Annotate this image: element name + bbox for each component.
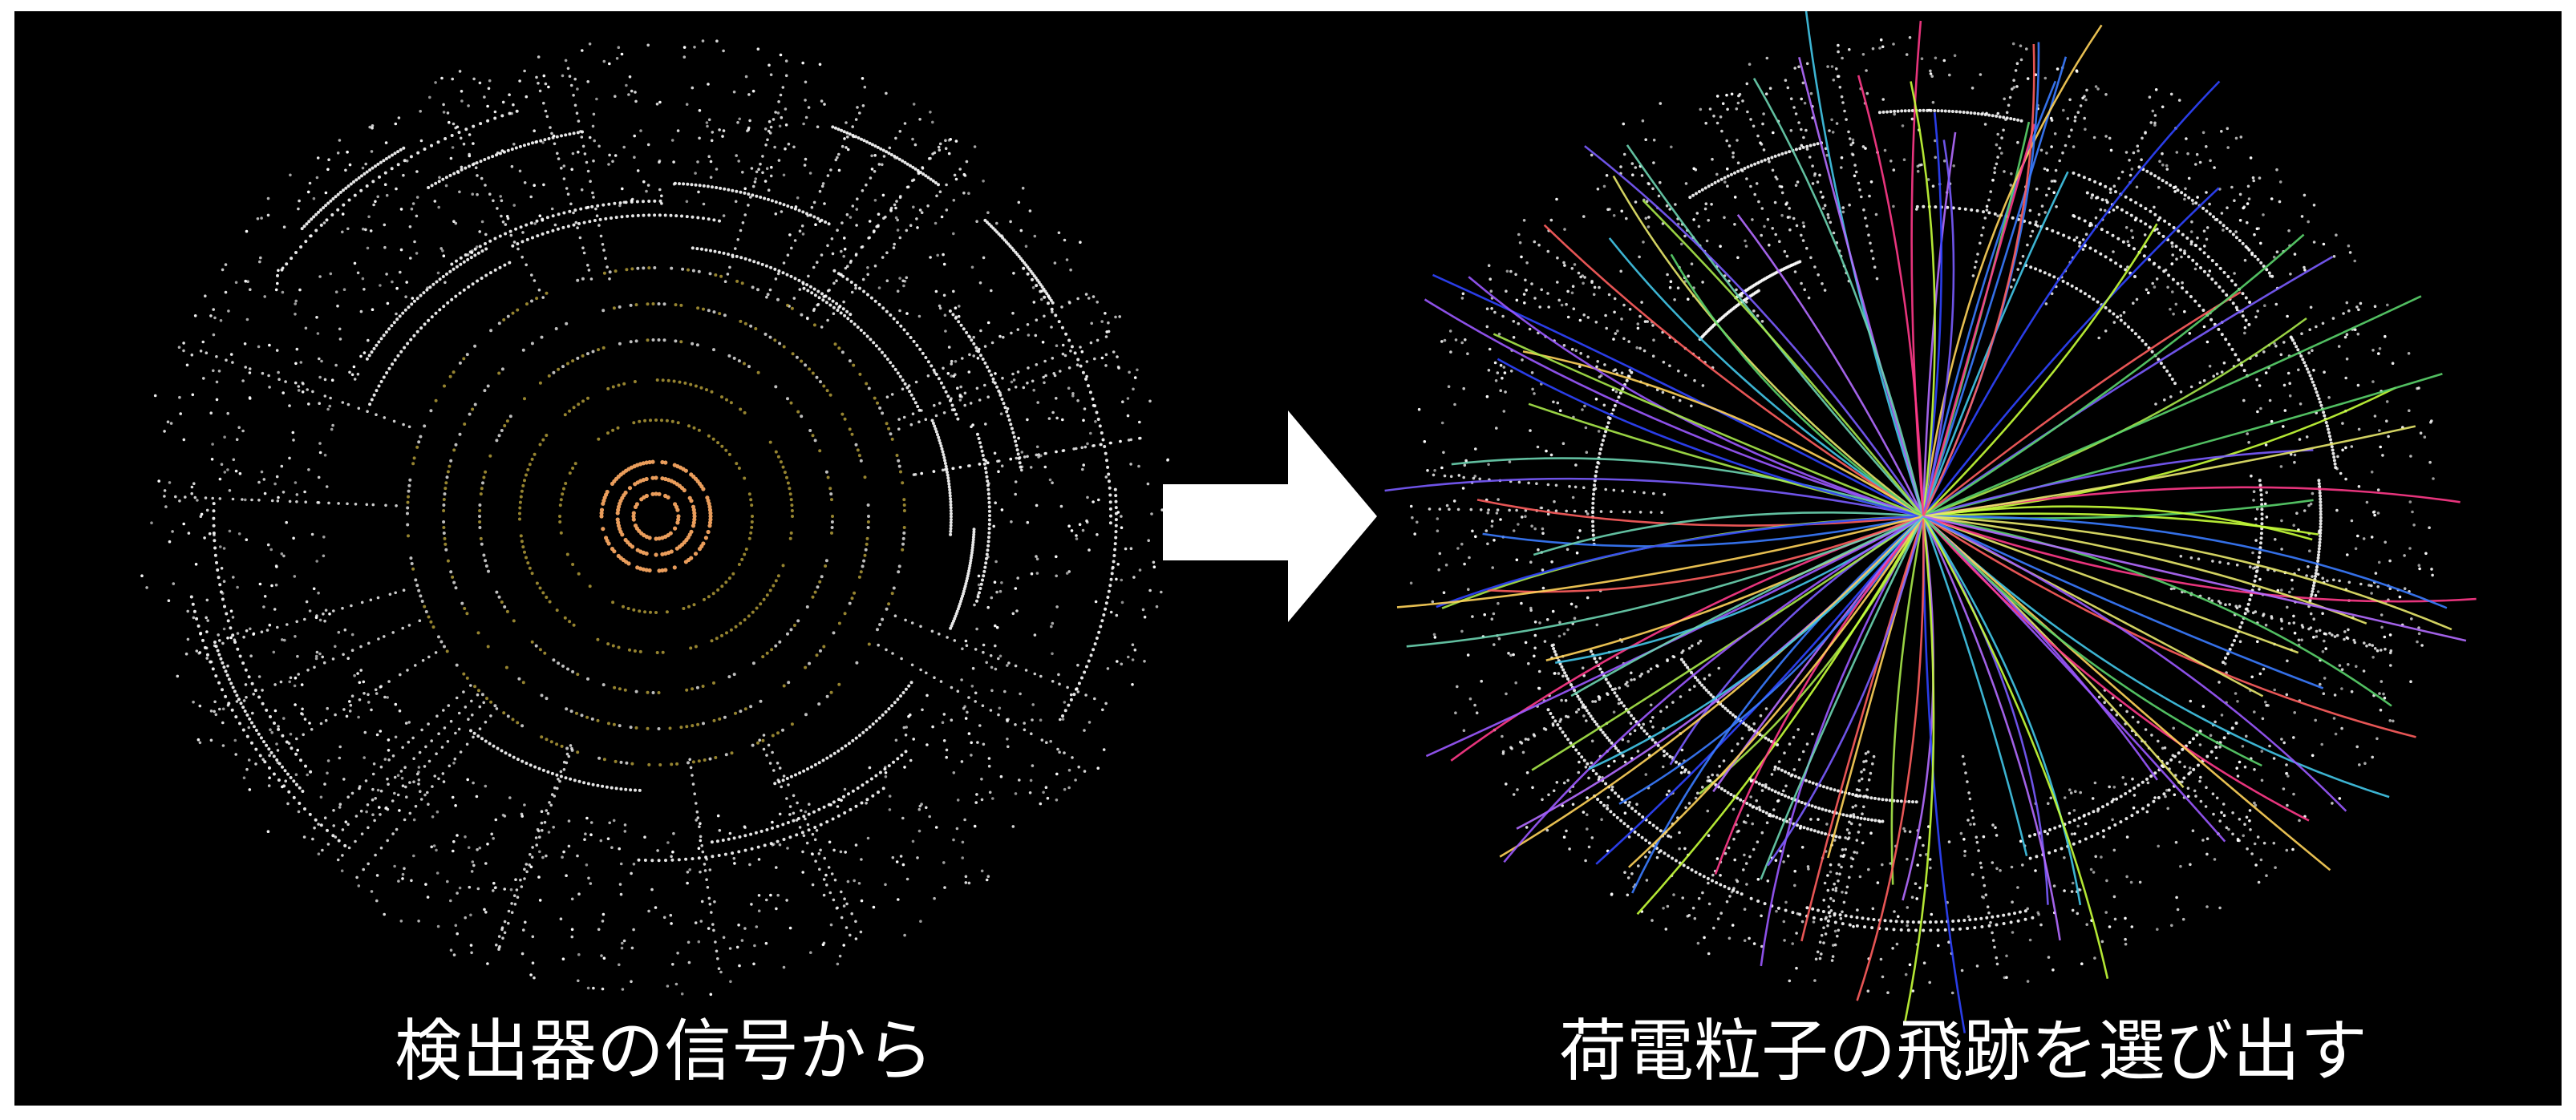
particle-track	[1922, 233, 2305, 518]
particle-track	[1628, 516, 1925, 868]
particle-track	[1642, 200, 1925, 517]
particle-track	[1493, 333, 1924, 518]
particle-track	[1396, 515, 1924, 609]
particle-track	[1406, 515, 1924, 648]
event-display-canvas	[140, 11, 2477, 1033]
particle-track	[1451, 457, 1924, 518]
particle-track	[1922, 515, 2299, 654]
particle-track	[1922, 505, 2313, 541]
figure-panel: 検出器の信号から 荷電粒子の飛跡を選び出す	[14, 11, 2562, 1106]
particle-track	[1922, 516, 2158, 781]
particle-track	[1922, 516, 2262, 767]
particle-track	[1922, 256, 2334, 518]
particle-track	[1804, 11, 1925, 517]
particle-track	[1800, 516, 1925, 942]
particle-track	[1608, 237, 1924, 518]
particle-track	[1922, 516, 2049, 905]
particle-track	[1922, 449, 2314, 518]
particle-track	[1922, 223, 2158, 517]
particle-track	[1499, 516, 1924, 858]
particle-track	[1890, 516, 1925, 885]
particle-track	[1922, 112, 1943, 517]
particle-track	[1922, 515, 2324, 689]
particle-track	[1922, 499, 2314, 520]
particle-track	[1922, 291, 2242, 518]
particle-track	[1670, 253, 1924, 518]
particle-track	[1922, 187, 2220, 517]
detector-signal-display	[140, 39, 1174, 997]
particle-track	[1910, 20, 1925, 517]
particle-track	[1922, 43, 2035, 517]
particle-track	[1922, 516, 2028, 857]
particle-track	[1736, 214, 1925, 517]
particle-track	[1922, 515, 2448, 609]
particle-track	[1910, 81, 1936, 517]
particle-track	[1922, 515, 2452, 631]
particle-track	[1588, 516, 1924, 770]
particle-track	[1618, 516, 1925, 805]
particle-track	[1922, 516, 2310, 822]
particle-track	[1922, 295, 2422, 518]
particle-track	[1476, 499, 1924, 527]
particle-track	[1922, 515, 2392, 707]
particle-track	[1922, 515, 2367, 625]
particle-track	[1752, 78, 1925, 517]
particle-track	[1922, 123, 2036, 517]
particle-track	[1903, 516, 1935, 1025]
particle-track	[1902, 516, 1934, 901]
particle-track	[1760, 516, 1925, 880]
particle-track	[1922, 516, 2331, 871]
particle-track	[1857, 75, 1925, 517]
particle-track	[1482, 515, 1924, 548]
particle-track	[1384, 477, 1924, 518]
particle-track	[1922, 425, 2416, 518]
particle-track	[1533, 511, 1924, 556]
particle-track	[1584, 145, 1925, 517]
particle-track	[1699, 516, 1925, 795]
particle-track	[1798, 56, 1925, 517]
left-caption: 検出器の信号から	[394, 1012, 934, 1090]
particle-track	[1922, 139, 1955, 517]
particle-track	[1856, 516, 1925, 1001]
particle-track	[1922, 516, 1966, 1033]
particle-track	[1522, 350, 1924, 518]
particle-track	[1436, 515, 1924, 609]
right-arrow-icon	[1163, 410, 1377, 622]
particle-track	[1922, 516, 2061, 941]
particle-track	[1570, 515, 1924, 697]
right-caption: 荷電粒子の飛跡を選び出す	[1558, 1012, 2367, 1090]
particle-track	[1543, 224, 1924, 518]
particle-track	[1497, 358, 1924, 518]
particle-track	[1922, 80, 2221, 517]
particle-track	[1767, 516, 1925, 867]
particle-track	[1922, 515, 2467, 642]
particle-track	[1760, 516, 1925, 967]
particle-track	[1424, 298, 1924, 518]
reconstructed-tracks-display	[1384, 11, 2477, 1033]
particle-track	[1922, 515, 2477, 603]
particle-track	[1432, 273, 1924, 518]
particle-track	[1922, 515, 2347, 812]
particle-track	[1922, 515, 2416, 738]
particle-track	[1503, 515, 1924, 863]
particle-track	[1922, 516, 2082, 906]
particle-track	[1922, 24, 2103, 517]
particle-track	[1612, 175, 1924, 518]
particle-track	[1714, 516, 1925, 875]
particle-track	[1636, 516, 1925, 916]
particle-track	[1922, 516, 2109, 979]
particle-track	[1922, 386, 2396, 518]
particle-track	[1531, 515, 1924, 771]
